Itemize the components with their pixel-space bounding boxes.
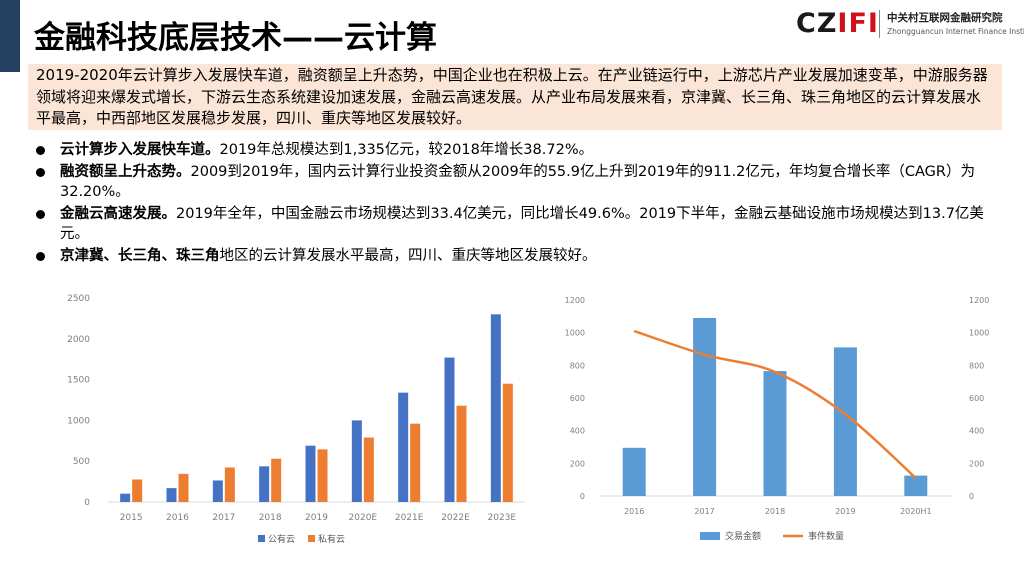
legend-label: 私有云 xyxy=(318,533,345,545)
bullet-dot-icon xyxy=(36,210,45,219)
bar-公有云 xyxy=(351,420,362,502)
bar-公有云 xyxy=(398,392,409,502)
bullet-list: 云计算步入发展快车道。2019年总规模达到1,335亿元，较2018年增长38.… xyxy=(34,140,994,268)
bar-私有云 xyxy=(271,458,282,502)
bullet-text: 2019年总规模达到1,335亿元，较2018年增长38.72%。 xyxy=(219,142,594,158)
bar-私有云 xyxy=(224,467,235,502)
bullet-bold: 京津冀、长三角、珠三角 xyxy=(60,248,220,264)
bar-私有云 xyxy=(317,449,328,502)
legend-label: 事件数量 xyxy=(808,530,844,542)
logo-name-en: Zhongguancun Internet Finance Institute xyxy=(887,27,1024,36)
bar-交易金额 xyxy=(904,475,928,496)
y-tick-label: 800 xyxy=(570,361,585,370)
bullet-dot-icon xyxy=(36,168,45,177)
bar-公有云 xyxy=(259,466,270,502)
logo-name-cn: 中关村互联网金融研究院 xyxy=(887,12,1003,24)
x-tick-label: 2019 xyxy=(835,507,855,516)
bar-交易金额 xyxy=(622,447,646,496)
y-tick-label: 0 xyxy=(580,492,585,501)
bullet-item: 云计算步入发展快车道。2019年总规模达到1,335亿元，较2018年增长38.… xyxy=(34,140,994,160)
legend-swatch xyxy=(308,535,315,542)
bullet-bold: 云计算步入发展快车道。 xyxy=(60,142,220,158)
bar-私有云 xyxy=(363,437,374,502)
x-tick-label: 2020H1 xyxy=(900,507,931,516)
bullet-bold: 金融云高速发展。 xyxy=(60,206,176,222)
y-tick-label: 200 xyxy=(570,459,585,468)
cloud-financing-combo-chart: 0 0 200 200 400 400 600 600 800 800 1000 1000 1200 12… xyxy=(565,296,990,542)
bar-公有云 xyxy=(305,445,316,502)
cloud-market-bar-chart: 0 500 1000 1500 2000 2500 2015 2016 2017 2018 2019… xyxy=(67,294,525,545)
x-tick-label: 2023E xyxy=(488,513,517,523)
institute-logo: CZIFI 中关村互联网金融研究院 Zhongguancun Internet … xyxy=(796,6,1024,42)
y-tick-label: 2500 xyxy=(67,294,90,304)
bar-公有云 xyxy=(212,480,223,502)
x-tick-label: 2018 xyxy=(765,507,785,516)
bullet-text: 2009到2019年，国内云计算行业投资金额从2009年的55.9亿上升到201… xyxy=(60,164,975,200)
title-accent-bar xyxy=(0,0,20,72)
y2-tick-label: 1200 xyxy=(969,296,989,305)
legend-label: 公有云 xyxy=(268,533,295,545)
bar-公有云 xyxy=(490,314,501,502)
y-tick-label: 2000 xyxy=(67,335,90,345)
bullet-item: 京津冀、长三角、珠三角地区的云计算发展水平最高，四川、重庆等地区发展较好。 xyxy=(34,246,994,266)
bar-交易金额 xyxy=(693,317,717,496)
logo-mark: CZIFI xyxy=(796,8,879,39)
x-tick-label: 2015 xyxy=(120,513,143,523)
y-tick-label: 600 xyxy=(570,394,585,403)
x-tick-label: 2021E xyxy=(395,513,424,523)
x-tick-label: 2017 xyxy=(212,513,235,523)
bullet-dot-icon xyxy=(36,146,45,155)
bar-私有云 xyxy=(502,383,513,502)
y2-tick-label: 1000 xyxy=(969,329,989,338)
bar-私有云 xyxy=(178,473,189,502)
y-tick-label: 500 xyxy=(73,457,90,467)
logo-mark-right: IFI xyxy=(837,8,879,39)
legend-swatch xyxy=(700,532,720,540)
bar-私有云 xyxy=(132,479,143,502)
x-tick-label: 2020E xyxy=(349,513,378,523)
bullet-bold: 融资额呈上升态势。 xyxy=(60,164,191,180)
y-tick-label: 1500 xyxy=(67,376,90,386)
y2-tick-label: 0 xyxy=(969,492,974,501)
legend-swatch xyxy=(258,535,265,542)
bullet-text: 地区的云计算发展水平最高，四川、重庆等地区发展较好。 xyxy=(219,248,597,264)
bullet-item: 融资额呈上升态势。2009到2019年，国内云计算行业投资金额从2009年的55… xyxy=(34,162,994,202)
y2-tick-label: 600 xyxy=(969,394,984,403)
x-tick-label: 2019 xyxy=(305,513,328,523)
y-tick-label: 1000 xyxy=(565,329,585,338)
logo-divider xyxy=(879,10,880,38)
bar-公有云 xyxy=(166,488,177,502)
bar-交易金额 xyxy=(763,371,787,496)
x-tick-label: 2018 xyxy=(259,513,282,523)
page-title: 金融科技底层技术——云计算 xyxy=(34,20,437,56)
legend-label: 交易金额 xyxy=(725,530,761,542)
bar-私有云 xyxy=(456,405,467,502)
bar-交易金额 xyxy=(833,347,857,496)
x-tick-label: 2017 xyxy=(694,507,714,516)
x-tick-label: 2016 xyxy=(166,513,189,523)
bullet-text: 2019年全年，中国金融云市场规模达到33.4亿美元，同比增长49.6%。201… xyxy=(60,206,984,242)
bullet-dot-icon xyxy=(36,252,45,261)
y2-tick-label: 200 xyxy=(969,459,984,468)
line-事件数量 xyxy=(633,329,917,479)
logo-mark-left: CZ xyxy=(796,8,838,39)
y2-tick-label: 400 xyxy=(969,427,984,436)
x-tick-label: 2016 xyxy=(624,507,644,516)
x-tick-label: 2022E xyxy=(441,513,470,523)
y-tick-label: 0 xyxy=(84,498,90,508)
bar-公有云 xyxy=(444,357,455,502)
y-tick-label: 400 xyxy=(570,427,585,436)
y2-tick-label: 800 xyxy=(969,361,984,370)
summary-box: 2019-2020年云计算步入发展快车道，融资额呈上升态势，中国企业也在积极上云… xyxy=(28,64,1002,130)
bullet-item: 金融云高速发展。2019年全年，中国金融云市场规模达到33.4亿美元，同比增长4… xyxy=(34,204,994,244)
bar-私有云 xyxy=(410,423,421,502)
bar-公有云 xyxy=(120,493,131,502)
y-tick-label: 1200 xyxy=(565,296,585,305)
y-tick-label: 1000 xyxy=(67,416,90,426)
